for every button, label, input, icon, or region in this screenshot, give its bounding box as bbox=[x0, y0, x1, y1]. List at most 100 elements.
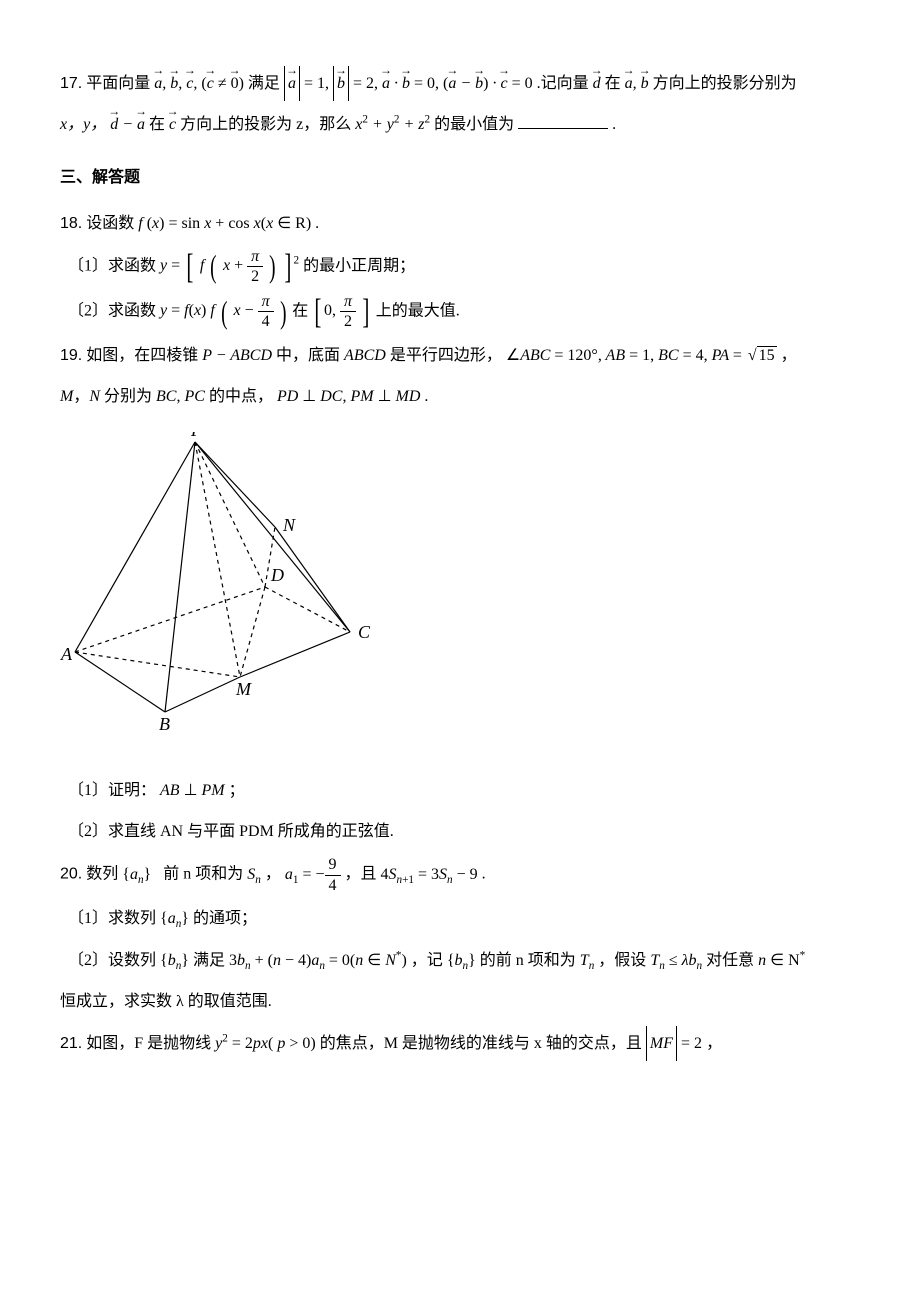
q19-sub1-a: 〔1〕证明： bbox=[68, 782, 156, 799]
q17-number: 17. bbox=[60, 75, 82, 92]
q20-s2c: ，记 bbox=[411, 952, 443, 969]
q19-sub2: 〔2〕求直线 AN 与平面 PDM 所成角的正弦值. bbox=[68, 814, 860, 849]
svg-text:A: A bbox=[60, 644, 73, 664]
q20-a1: a1 = −94 bbox=[285, 866, 341, 883]
q19-sub1-b: AB ⊥ PM bbox=[160, 782, 229, 799]
svg-text:N: N bbox=[282, 515, 296, 535]
q21-mf: MF = 2 bbox=[646, 1035, 702, 1052]
q19-bcpc: BC, PC bbox=[156, 388, 209, 405]
q17-proj: 方向上的投影为 z，那么 bbox=[180, 116, 351, 133]
pyramid-diagram: P N D C A M B bbox=[60, 432, 380, 742]
q17-da: d − a bbox=[110, 116, 145, 133]
q21-b: 的焦点，M 是抛物线的准线与 x 轴的交点，且 bbox=[320, 1035, 642, 1052]
q20-a: 数列 bbox=[86, 866, 118, 883]
q17-period: . bbox=[612, 116, 616, 133]
q21-number: 21. bbox=[60, 1035, 82, 1052]
q17-conditions: a = 1, b = 2, a · b = 0, (a − b) · c = 0 bbox=[284, 75, 537, 92]
q17-xy: x，y， bbox=[60, 116, 106, 133]
q20-s2a: 〔2〕设数列 bbox=[68, 952, 156, 969]
q17-c: c bbox=[169, 116, 176, 133]
q17-d: d bbox=[593, 75, 601, 92]
q20-s2eq: 3bn + (n − 4)an = 0(n ∈ N*) bbox=[229, 952, 407, 969]
svg-text:M: M bbox=[235, 679, 252, 699]
q20-s2e: ，假设 bbox=[598, 952, 646, 969]
q18-sub1-b: 的最小正周期； bbox=[303, 257, 415, 274]
q20-s1an: {an} bbox=[160, 910, 189, 927]
q17-blank bbox=[518, 112, 608, 129]
question-19-line2: M，N 分别为 BC, PC 的中点， PD ⊥ DC, PM ⊥ MD . bbox=[60, 379, 860, 414]
q19-l2a: M，N bbox=[60, 388, 104, 405]
question-17-line2: x，y， d − a 在 c 方向上的投影为 z，那么 x2 + y2 + z2… bbox=[60, 107, 860, 142]
q17-vectors: a, b, c, (c ≠ 0) bbox=[154, 75, 248, 92]
q19-pabcd: P − ABCD bbox=[202, 347, 276, 364]
q20-d: ，且 bbox=[345, 866, 377, 883]
q20-s1b: 的通项； bbox=[193, 910, 257, 927]
q20-s2f: 对任意 bbox=[706, 952, 754, 969]
q17-ab: a, b bbox=[625, 75, 649, 92]
q17-expr: x2 + y2 + z2 bbox=[355, 116, 434, 133]
q19-abcd: ABCD bbox=[344, 347, 390, 364]
q19-b: 中，底面 bbox=[276, 347, 340, 364]
q20-number: 20. bbox=[60, 866, 82, 883]
q17-zai: 在 bbox=[149, 116, 165, 133]
q17-mid: 在 bbox=[605, 75, 621, 92]
svg-text:P: P bbox=[190, 432, 202, 440]
question-17: 17. 平面向量 a, b, c, (c ≠ 0) 满足 a = 1, b = … bbox=[60, 66, 860, 101]
q20-sub1: 〔1〕求数列 {an} 的通项； bbox=[68, 901, 860, 937]
q18-number: 18. bbox=[60, 215, 82, 232]
q19-sub2-a: 〔2〕求直线 AN 与平面 PDM 所成角的正弦值. bbox=[68, 823, 394, 840]
q20-l3: 恒成立，求实数 λ 的取值范围. bbox=[60, 993, 272, 1010]
q17-cond: 满足 bbox=[248, 75, 280, 92]
question-18: 18. 设函数 f (x) = sin x + cos x(x ∈ R) . bbox=[60, 206, 860, 241]
q18-stem2: . bbox=[315, 215, 319, 232]
q19-sub1: 〔1〕证明： AB ⊥ PM ； bbox=[68, 773, 860, 808]
q20-sn: Sn bbox=[247, 866, 265, 883]
q19-a: 如图，在四棱锥 bbox=[86, 347, 198, 364]
svg-text:C: C bbox=[358, 622, 371, 642]
question-20: 20. 数列 {an} 前 n 项和为 Sn ， a1 = −94 ，且 4Sn… bbox=[60, 855, 860, 894]
q17-tail: .记向量 bbox=[537, 75, 589, 92]
q19-sub1-c: ； bbox=[229, 782, 245, 799]
q19-l2c: . bbox=[424, 388, 428, 405]
q20-s2bn: {bn} bbox=[160, 952, 189, 969]
q18-sub2-b: 在 bbox=[292, 302, 308, 319]
q20-an: {an} bbox=[122, 866, 151, 883]
q21-a: 如图，F 是抛物线 bbox=[86, 1035, 211, 1052]
section-3-title: 三、解答题 bbox=[60, 160, 860, 195]
q20-line3: 恒成立，求实数 λ 的取值范围. bbox=[60, 984, 860, 1019]
q20-s2d: 的前 n 项和为 bbox=[480, 952, 576, 969]
svg-text:D: D bbox=[270, 565, 284, 585]
q19-l2t: 分别为 bbox=[104, 388, 152, 405]
q18-sub2-range: [0, π2 ] bbox=[312, 302, 375, 319]
q20-b: 前 n 项和为 bbox=[163, 866, 243, 883]
q19-d: ， bbox=[781, 347, 797, 364]
q21-c: ， bbox=[706, 1035, 722, 1052]
q18-sub2-a: 〔2〕求函数 bbox=[68, 302, 156, 319]
q20-c: ， bbox=[265, 866, 281, 883]
q20-s2b: 满足 bbox=[193, 952, 225, 969]
q17-min: 的最小值为 bbox=[434, 116, 514, 133]
question-21: 21. 如图，F 是抛物线 y2 = 2px( p > 0) 的焦点，M 是抛物… bbox=[60, 1026, 860, 1061]
q20-s2ineq: Tn ≤ λbn bbox=[650, 952, 706, 969]
q18-func: f (x) = sin x + cos x(x ∈ R) bbox=[138, 215, 311, 232]
q18-sub2-expr: y = f(x) f ( x − π4 ) bbox=[160, 302, 292, 319]
q19-vals: ∠ABC = 120°, AB = 1, BC = 4, PA = 15 bbox=[506, 347, 777, 364]
q18-stem1: 设函数 bbox=[86, 215, 134, 232]
q20-s2tn: Tn bbox=[580, 952, 599, 969]
svg-text:B: B bbox=[159, 714, 170, 734]
q17-pre: 平面向量 bbox=[86, 75, 150, 92]
q18-sub1: 〔1〕求函数 y = [ f ( x + π2 ) ]2 的最小正周期； bbox=[68, 247, 860, 286]
q20-s1a: 〔1〕求数列 bbox=[68, 910, 156, 927]
q20-s2bn2: {bn} bbox=[447, 952, 476, 969]
q18-sub1-a: 〔1〕求函数 bbox=[68, 257, 156, 274]
q20-s2N: n ∈ N* bbox=[758, 952, 805, 969]
q18-sub2-c: 上的最大值. bbox=[376, 302, 460, 319]
q17-dir: 方向上的投影分别为 bbox=[653, 75, 797, 92]
q19-figure: P N D C A M B bbox=[60, 432, 860, 755]
q19-l2b: 的中点， bbox=[209, 388, 273, 405]
q20-rec: 4Sn+1 = 3Sn − 9 bbox=[381, 866, 478, 883]
q21-parab: y2 = 2px( p > 0) bbox=[215, 1035, 316, 1052]
q19-c: 是平行四边形， bbox=[390, 347, 502, 364]
q19-number: 19. bbox=[60, 347, 82, 364]
question-19: 19. 如图，在四棱锥 P − ABCD 中，底面 ABCD 是平行四边形， ∠… bbox=[60, 338, 860, 373]
